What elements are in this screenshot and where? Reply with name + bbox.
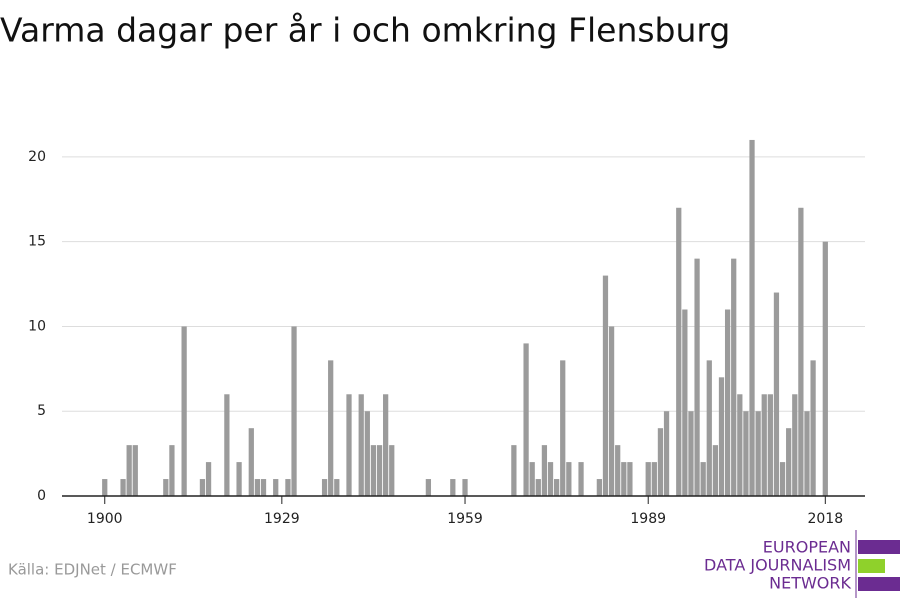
bar bbox=[737, 394, 743, 496]
bar bbox=[273, 479, 279, 496]
bar bbox=[718, 377, 725, 496]
source: Källa: EDJNet / ECMWF bbox=[8, 561, 177, 579]
bar bbox=[132, 445, 138, 496]
bar bbox=[682, 309, 688, 496]
x-tick-label: 1959 bbox=[447, 511, 483, 527]
bar bbox=[260, 479, 267, 496]
bar bbox=[743, 411, 749, 496]
bar bbox=[779, 462, 786, 496]
x-tick-label: 1929 bbox=[264, 511, 300, 527]
bar bbox=[822, 241, 828, 496]
bar bbox=[773, 292, 780, 496]
bar bbox=[761, 394, 767, 496]
bar bbox=[199, 479, 206, 496]
bar bbox=[578, 462, 584, 496]
bar bbox=[706, 360, 712, 496]
bar bbox=[547, 462, 554, 496]
logo-text: DATA JOURNALISM bbox=[704, 556, 851, 575]
bar bbox=[346, 394, 352, 496]
logo-text: EUROPEAN bbox=[763, 538, 851, 557]
bar bbox=[700, 462, 706, 496]
bar bbox=[627, 462, 633, 496]
bar bbox=[804, 411, 810, 496]
bar bbox=[523, 343, 529, 496]
bar bbox=[511, 445, 517, 496]
bar bbox=[285, 479, 291, 496]
y-tick-label: 10 bbox=[28, 318, 46, 334]
bar bbox=[358, 394, 364, 496]
bar bbox=[462, 479, 468, 496]
bar bbox=[425, 479, 432, 496]
bar bbox=[615, 445, 621, 496]
bar bbox=[376, 445, 383, 496]
logo-bar bbox=[858, 540, 900, 554]
logo-bar bbox=[858, 559, 885, 573]
bar bbox=[529, 462, 535, 496]
bar bbox=[798, 207, 804, 497]
bar bbox=[792, 394, 798, 496]
y-tick-label: 5 bbox=[37, 403, 46, 419]
bar bbox=[657, 428, 664, 496]
bar bbox=[169, 445, 175, 496]
x-tick-label: 1900 bbox=[87, 511, 123, 527]
bar bbox=[731, 258, 737, 496]
bar bbox=[334, 479, 340, 496]
bar bbox=[621, 462, 627, 496]
bar bbox=[566, 462, 572, 496]
bar bbox=[120, 479, 126, 496]
bar bbox=[328, 360, 334, 496]
y-tick-label: 20 bbox=[28, 149, 46, 165]
logo-text: NETWORK bbox=[769, 574, 851, 593]
bar bbox=[163, 479, 169, 496]
bar bbox=[321, 479, 328, 496]
bar bbox=[205, 462, 212, 496]
chart-title: Varma dagar per år i och omkring Flensbu… bbox=[0, 11, 730, 50]
bar bbox=[560, 360, 566, 496]
bar bbox=[383, 394, 389, 496]
bar bbox=[749, 139, 755, 497]
x-tick-label: 1989 bbox=[630, 511, 666, 527]
bar bbox=[810, 360, 816, 496]
bar bbox=[724, 309, 731, 496]
bar bbox=[224, 394, 230, 496]
bar bbox=[712, 445, 719, 496]
bar bbox=[535, 479, 541, 496]
bar bbox=[370, 445, 377, 496]
bar bbox=[651, 462, 657, 496]
bar bbox=[663, 411, 670, 496]
bar bbox=[786, 428, 792, 496]
bar bbox=[676, 207, 682, 497]
bar bbox=[254, 479, 261, 496]
bar bbox=[755, 411, 761, 496]
bar bbox=[688, 411, 694, 496]
bar bbox=[767, 394, 773, 496]
bar bbox=[450, 479, 456, 496]
bar bbox=[248, 428, 254, 496]
bar bbox=[645, 462, 651, 496]
bar bbox=[181, 326, 187, 496]
y-tick-label: 15 bbox=[28, 234, 46, 250]
bar bbox=[553, 479, 560, 496]
bar bbox=[291, 326, 297, 496]
bar bbox=[596, 479, 602, 496]
x-tick-label: 2018 bbox=[807, 511, 843, 527]
bar bbox=[608, 326, 615, 496]
bar bbox=[364, 411, 370, 496]
bar bbox=[102, 479, 108, 496]
bar bbox=[126, 445, 132, 496]
bar bbox=[236, 462, 242, 496]
bar bbox=[694, 258, 700, 496]
y-tick-label: 0 bbox=[37, 488, 46, 504]
bar bbox=[541, 445, 548, 496]
logo-bar bbox=[858, 577, 900, 591]
bar bbox=[602, 275, 609, 496]
bar bbox=[389, 445, 395, 496]
